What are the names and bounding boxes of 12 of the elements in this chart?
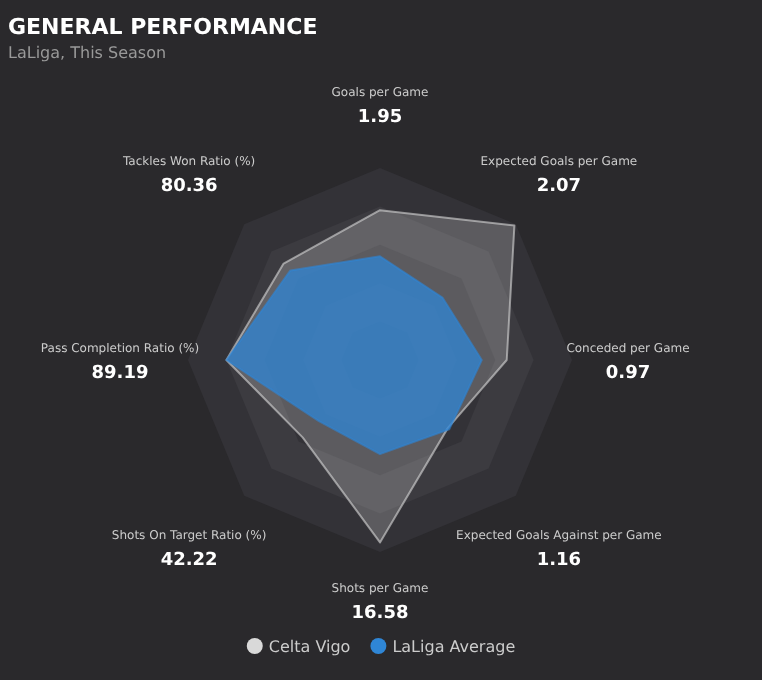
- text: 0.97: [605, 364, 651, 384]
- text: 1.16: [536, 550, 582, 571]
- legend-label: LaLiga Average: [392, 638, 516, 656]
- text: 89.19: [91, 364, 149, 384]
- text: 80.36: [160, 177, 218, 198]
- text: 2.07: [536, 177, 582, 198]
- legend-label: Celta Vigo: [268, 638, 351, 656]
- chart-subtitle: LaLiga, This Season: [8, 44, 167, 62]
- text: 1.95: [357, 108, 403, 128]
- text: 42.22: [160, 550, 218, 571]
- text: 16.58: [351, 604, 409, 624]
- chart-title: GENERAL PERFORMANCE: [8, 14, 318, 40]
